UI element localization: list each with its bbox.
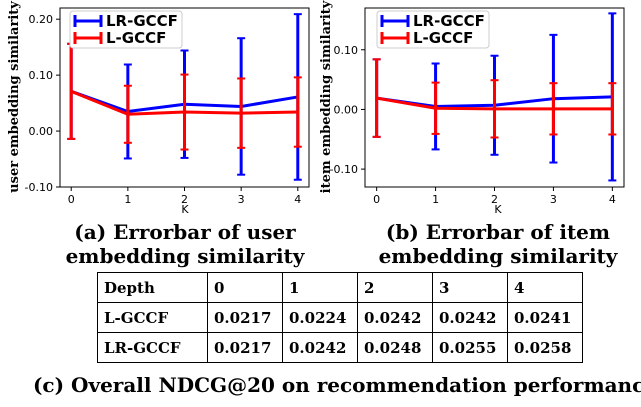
plot-area <box>67 13 302 181</box>
caption-b-line2: embedding similarity <box>379 244 619 268</box>
table-cell: 0.0242 <box>282 332 358 363</box>
table-row: LR-GCCF 0.0217 0.0242 0.0248 0.0255 0.02… <box>97 332 583 363</box>
table-header-cell: 0 <box>207 272 283 303</box>
x-tick-label: 1 <box>432 193 439 206</box>
table-cell: 0.0242 <box>357 302 433 333</box>
series-line-l-gccf <box>376 96 613 111</box>
table-cell: 0.0217 <box>207 302 283 333</box>
legend-marker-lr-gccf <box>73 15 103 27</box>
y-tick-label: -0.10 <box>330 163 358 176</box>
y-axis-label: item embedding similarity <box>319 0 334 193</box>
legend-marker-lr-gccf <box>380 15 410 27</box>
table-cell: 0.0255 <box>432 332 508 363</box>
legend-marker-l-gccf <box>380 32 410 44</box>
y-tick-label: 0.00 <box>29 125 54 138</box>
table-cell: L-GCCF <box>97 302 208 333</box>
x-tick-label: 4 <box>609 193 616 206</box>
y-tick-label: 0.00 <box>334 103 359 116</box>
x-tick-label: 2 <box>491 193 498 206</box>
legend: LR-GCCF L-GCCF <box>376 10 490 49</box>
table-cell: 0.0258 <box>507 332 583 363</box>
panel-item-similarity: -0.10 0.00 0.10 0 1 2 3 4 item embedding simil… <box>319 0 625 268</box>
y-tick-label: -0.10 <box>25 181 53 194</box>
legend: LR-GCCF L-GCCF <box>69 10 183 49</box>
caption-a-line1: (a) Errorbar of user <box>74 220 296 244</box>
y-tick-label: 0.10 <box>29 69 54 82</box>
y-axis: -0.10 0.00 0.10 0.20 <box>25 13 60 194</box>
table-header-cell: Depth <box>97 272 208 303</box>
panel-user-similarity: -0.10 0.00 0.10 0.20 0 1 2 3 4 user embedding s… <box>7 1 310 268</box>
x-tick-label: 3 <box>550 193 557 206</box>
x-tick-label: 3 <box>238 193 245 206</box>
table-cell: 0.0241 <box>507 302 583 333</box>
table-cell: 0.0248 <box>357 332 433 363</box>
table-cell: 0.0224 <box>282 302 358 333</box>
y-tick-label: 0.20 <box>29 13 54 26</box>
x-tick-label: 0 <box>68 193 75 206</box>
table-cell: 0.0217 <box>207 332 283 363</box>
table-header-cell: 2 <box>357 272 433 303</box>
x-axis-label: K <box>181 203 189 216</box>
table-header-cell: 1 <box>282 272 358 303</box>
legend-marker-l-gccf <box>73 32 103 44</box>
ndcg-table: Depth 0 1 2 3 4 L-GCCF 0.0217 0.0224 0.0… <box>97 272 583 363</box>
table-header-row: Depth 0 1 2 3 4 <box>97 272 583 303</box>
plot-area <box>372 12 617 182</box>
x-axis: 0 1 2 3 4 <box>373 187 616 206</box>
legend-label-lr-gccf: LR-GCCF <box>413 12 485 30</box>
x-tick-label: 0 <box>373 193 380 206</box>
table-cell: 0.0242 <box>432 302 508 333</box>
y-axis-label: user embedding similarity <box>7 1 22 193</box>
x-tick-label: 4 <box>294 193 301 206</box>
y-axis: -0.10 0.00 0.10 <box>330 44 365 176</box>
x-tick-label: 1 <box>124 193 131 206</box>
caption-b-line1: (b) Errorbar of item <box>386 220 610 244</box>
x-axis-label: K <box>494 203 502 216</box>
y-tick-label: 0.10 <box>334 44 359 57</box>
legend-label-l-gccf: L-GCCF <box>106 29 166 47</box>
x-axis: 0 1 2 3 4 <box>68 187 301 206</box>
legend-label-lr-gccf: LR-GCCF <box>106 12 178 30</box>
table-header-cell: 4 <box>507 272 583 303</box>
table-row: L-GCCF 0.0217 0.0224 0.0242 0.0242 0.024… <box>97 302 583 333</box>
table-cell: LR-GCCF <box>97 332 208 363</box>
legend-label-l-gccf: L-GCCF <box>413 29 473 47</box>
series-line-l-gccf <box>70 89 298 116</box>
x-tick-label: 2 <box>181 193 188 206</box>
caption-a-line2: embedding similarity <box>66 244 306 268</box>
table-caption: (c) Overall NDCG@20 on recommendation pe… <box>33 373 641 397</box>
table-header-cell: 3 <box>432 272 508 303</box>
